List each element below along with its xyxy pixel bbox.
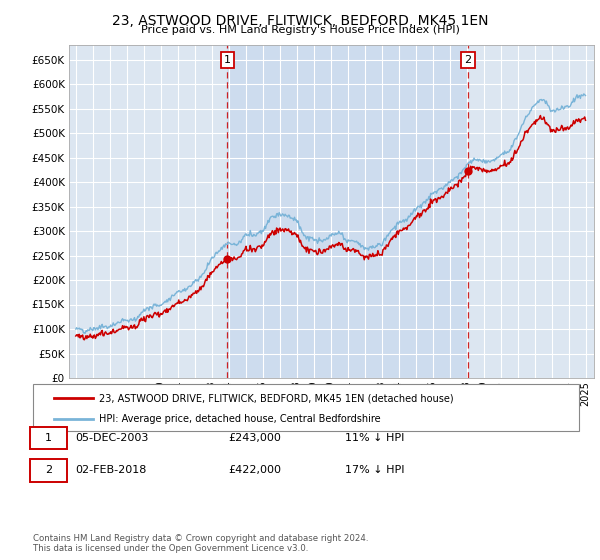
Bar [227, 45, 468, 378]
Text: Contains HM Land Registry data © Crown copyright and database right 2024.
This d: Contains HM Land Registry data © Crown c… [33, 534, 368, 553]
Text: 05-DEC-2003: 05-DEC-2003 [75, 433, 148, 443]
Text: 2: 2 [464, 55, 472, 65]
Text: 1: 1 [45, 433, 52, 443]
Text: 17% ↓ HPI: 17% ↓ HPI [345, 465, 404, 475]
Text: 23, ASTWOOD DRIVE, FLITWICK, BEDFORD, MK45 1EN (detached house): 23, ASTWOOD DRIVE, FLITWICK, BEDFORD, MK… [99, 393, 454, 403]
Text: HPI: Average price, detached house, Central Bedfordshire: HPI: Average price, detached house, Cent… [99, 414, 380, 424]
Text: 02-FEB-2018: 02-FEB-2018 [75, 465, 146, 475]
Text: 11% ↓ HPI: 11% ↓ HPI [345, 433, 404, 443]
Text: 2: 2 [45, 465, 52, 475]
Text: £422,000: £422,000 [228, 465, 281, 475]
Text: Price paid vs. HM Land Registry's House Price Index (HPI): Price paid vs. HM Land Registry's House … [140, 25, 460, 35]
Text: 23, ASTWOOD DRIVE, FLITWICK, BEDFORD, MK45 1EN: 23, ASTWOOD DRIVE, FLITWICK, BEDFORD, MK… [112, 14, 488, 28]
Text: £243,000: £243,000 [228, 433, 281, 443]
Text: 1: 1 [224, 55, 231, 65]
